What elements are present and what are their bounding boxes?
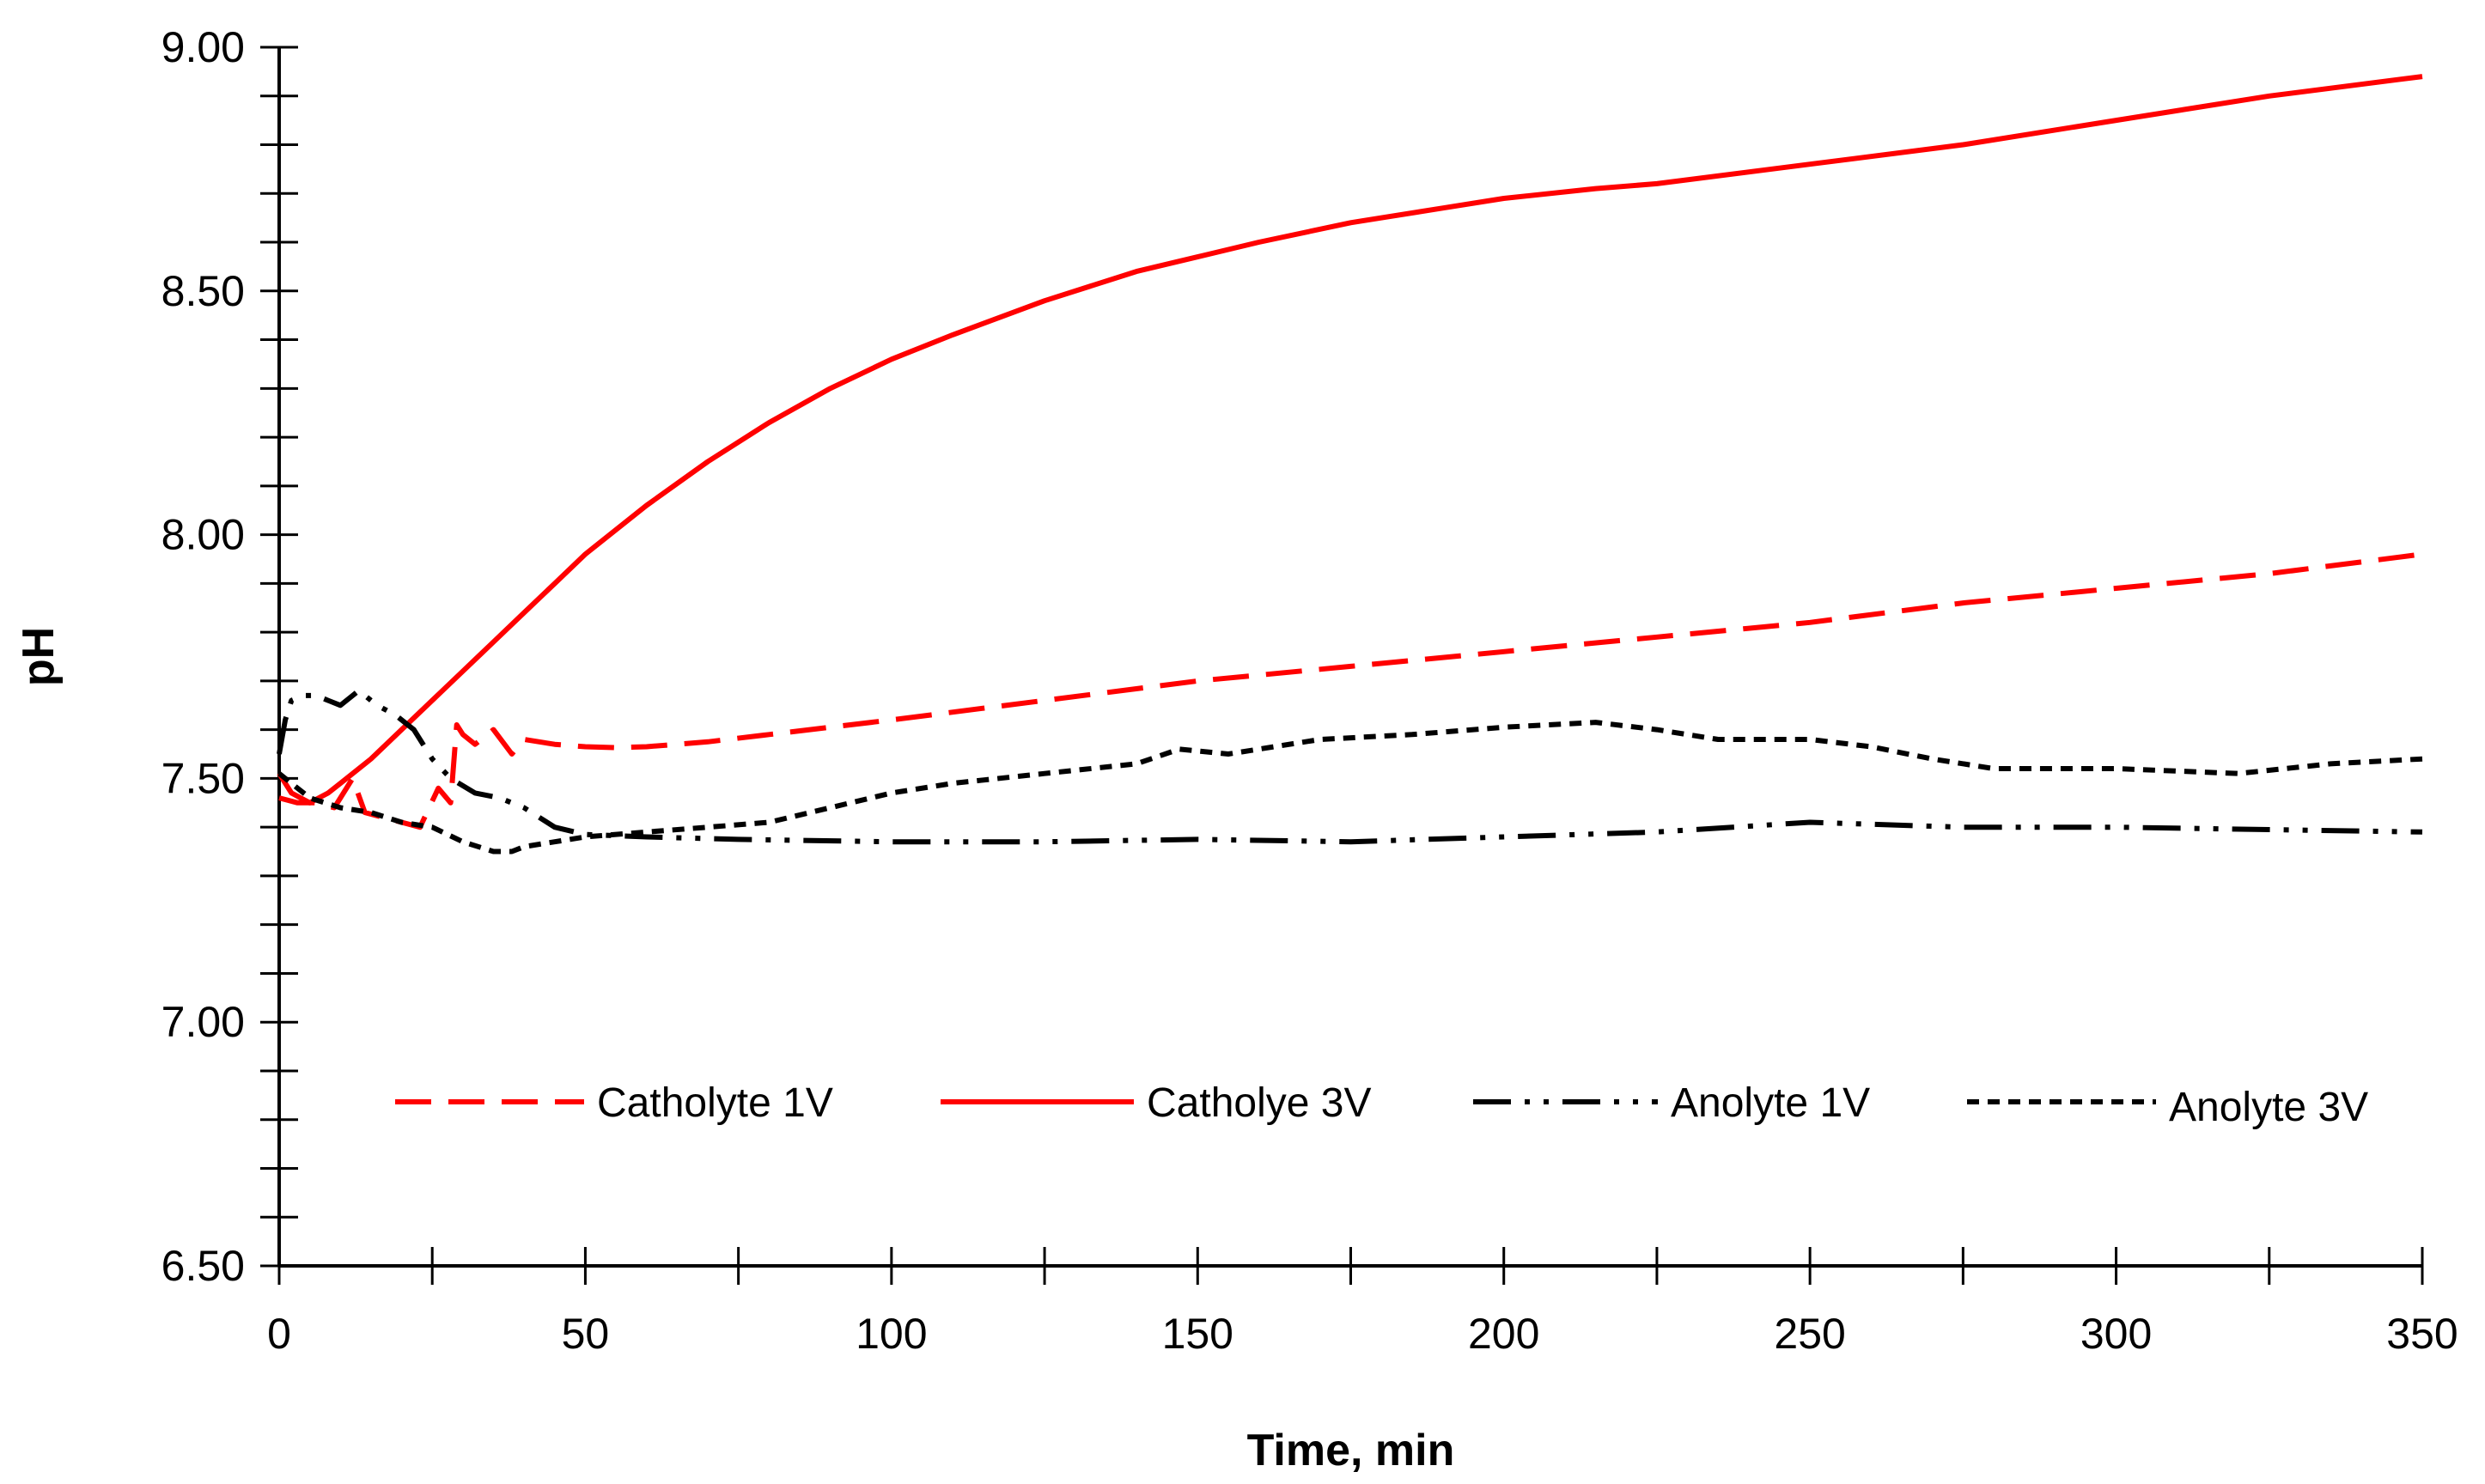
y-tick-label: 8.00 — [161, 511, 245, 559]
legend-item: Anolyte 1V — [1473, 1080, 1870, 1126]
series-line-2 — [277, 688, 2423, 845]
series-line-3 — [277, 720, 2423, 855]
legend: Catholyte 1V Catholye 3V Anolyte 1V Anolyte… — [395, 1080, 2368, 1130]
y-tick-label: 7.50 — [161, 754, 245, 802]
y-tick-label: 6.50 — [161, 1242, 245, 1290]
x-tick-label: 250 — [1774, 1310, 1845, 1358]
y-tick-label: 7.00 — [161, 998, 245, 1046]
x-tick-label: 0 — [267, 1310, 291, 1358]
y-axis-title: pH — [14, 627, 64, 686]
y-axis: 6.50 7.00 7.50 8.00 8.50 9.00 — [161, 23, 298, 1290]
series-line-1 — [277, 74, 2423, 806]
legend-label: Anolyte 1V — [1671, 1080, 1870, 1126]
x-tick-label: 100 — [856, 1310, 927, 1358]
x-tick-label: 200 — [1468, 1310, 1539, 1358]
legend-label: Catholye 3V — [1147, 1080, 1372, 1126]
legend-item: Catholyte 1V — [395, 1080, 833, 1126]
x-tick-label: 50 — [562, 1310, 610, 1358]
y-tick-label: 9.00 — [161, 23, 245, 71]
series-line-0 — [278, 551, 2423, 830]
legend-item: Catholye 3V — [941, 1080, 1372, 1126]
x-tick-label: 150 — [1162, 1310, 1233, 1358]
x-axis: 0 50 100 150 200 250 300 350 — [267, 1247, 2458, 1358]
y-tick-label: 8.50 — [161, 267, 245, 315]
legend-label: Anolyte 3V — [2169, 1085, 2368, 1130]
x-axis-title: Time, min — [1247, 1426, 1455, 1475]
x-tick-label: 300 — [2080, 1310, 2152, 1358]
legend-label: Catholyte 1V — [597, 1080, 833, 1126]
legend-item: Anolyte 3V — [1967, 1085, 2368, 1130]
series-layer — [277, 74, 2423, 855]
x-tick-label: 350 — [2386, 1310, 2458, 1358]
